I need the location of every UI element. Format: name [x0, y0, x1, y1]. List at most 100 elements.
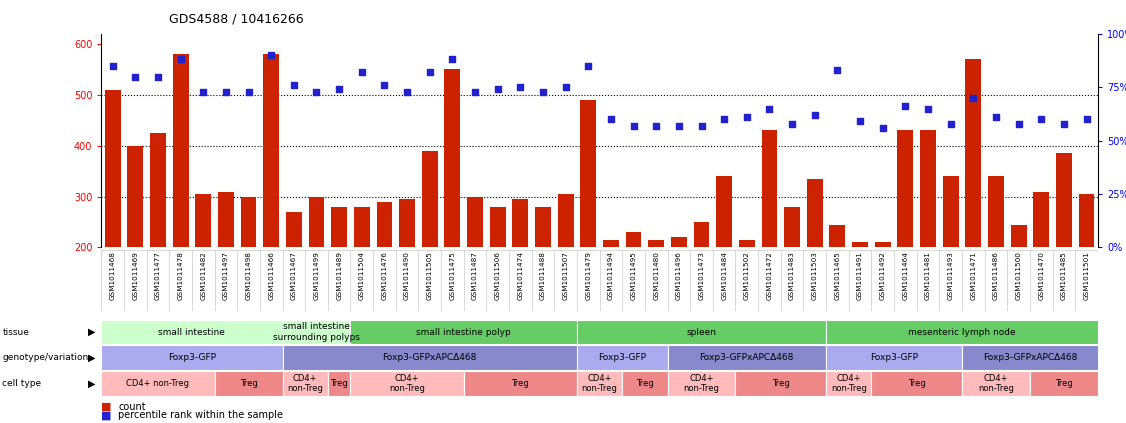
Text: cell type: cell type: [2, 379, 42, 388]
Text: GSM1011492: GSM1011492: [879, 251, 886, 299]
Point: [941, 120, 959, 127]
Bar: [761, 130, 777, 349]
Bar: [215, 371, 283, 396]
Text: CD4+
non-Treg: CD4+ non-Treg: [390, 374, 425, 393]
Text: GSM1011464: GSM1011464: [902, 251, 909, 299]
Text: GSM1011481: GSM1011481: [924, 251, 931, 299]
Text: GSM1011501: GSM1011501: [1083, 251, 1090, 299]
Text: mesenteric lymph node: mesenteric lymph node: [909, 327, 1016, 337]
Point: [1055, 120, 1073, 127]
Text: Treg: Treg: [1055, 379, 1073, 388]
Point: [1078, 116, 1096, 123]
Bar: [350, 371, 464, 396]
Text: small intestine
surrounding polyps: small intestine surrounding polyps: [274, 322, 360, 342]
Text: ▶: ▶: [88, 352, 96, 363]
Text: CD4+ non-Treg: CD4+ non-Treg: [126, 379, 189, 388]
Bar: [467, 197, 483, 349]
Bar: [826, 345, 962, 370]
Point: [1033, 116, 1051, 123]
Bar: [445, 69, 461, 349]
Text: CD4+
non-Treg: CD4+ non-Treg: [978, 374, 1013, 393]
Point: [602, 116, 620, 123]
Text: tissue: tissue: [2, 327, 29, 337]
Text: GSM1011477: GSM1011477: [155, 251, 161, 299]
Bar: [1030, 371, 1098, 396]
Text: genotype/variation: genotype/variation: [2, 353, 89, 362]
Text: Foxp3-GFPxAPCΔ468: Foxp3-GFPxAPCΔ468: [383, 353, 477, 362]
Bar: [354, 207, 369, 349]
Point: [806, 112, 824, 118]
Point: [171, 56, 189, 63]
Text: ■: ■: [101, 402, 111, 412]
Text: Treg: Treg: [772, 379, 789, 388]
Text: Foxp3-GFP: Foxp3-GFP: [870, 353, 918, 362]
Bar: [101, 371, 215, 396]
Point: [715, 116, 733, 123]
Point: [217, 88, 235, 95]
Text: Treg: Treg: [908, 379, 926, 388]
Text: GSM1011504: GSM1011504: [359, 251, 365, 299]
Text: GSM1011473: GSM1011473: [698, 251, 705, 299]
Bar: [739, 240, 754, 349]
Bar: [127, 146, 143, 349]
Bar: [464, 371, 577, 396]
Text: GSM1011503: GSM1011503: [812, 251, 817, 299]
Text: Treg: Treg: [511, 379, 529, 388]
Point: [647, 122, 665, 129]
Text: ▶: ▶: [88, 379, 96, 389]
Bar: [150, 133, 166, 349]
Point: [285, 82, 303, 88]
Text: GSM1011467: GSM1011467: [291, 251, 297, 299]
Point: [851, 118, 869, 125]
Bar: [350, 320, 577, 344]
Text: GSM1011475: GSM1011475: [449, 251, 455, 299]
Point: [692, 122, 711, 129]
Text: GSM1011505: GSM1011505: [427, 251, 432, 299]
Point: [738, 114, 756, 121]
Bar: [830, 225, 846, 349]
Point: [104, 63, 122, 69]
Bar: [807, 179, 823, 349]
Text: GSM1011476: GSM1011476: [382, 251, 387, 299]
Text: small intestine polyp: small intestine polyp: [417, 327, 511, 337]
Text: GSM1011472: GSM1011472: [767, 251, 772, 299]
Bar: [580, 100, 596, 349]
Text: CD4+
non-Treg: CD4+ non-Treg: [287, 374, 323, 393]
Bar: [557, 194, 573, 349]
Bar: [965, 59, 981, 349]
Bar: [286, 212, 302, 349]
Bar: [694, 222, 709, 349]
Point: [625, 122, 643, 129]
Text: GSM1011507: GSM1011507: [563, 251, 569, 299]
Text: Foxp3-GFP: Foxp3-GFP: [168, 353, 216, 362]
Bar: [920, 130, 936, 349]
Text: GSM1011499: GSM1011499: [313, 251, 320, 299]
Text: GSM1011497: GSM1011497: [223, 251, 229, 299]
Bar: [988, 176, 1004, 349]
Bar: [218, 192, 234, 349]
Point: [489, 86, 507, 93]
Point: [444, 56, 462, 63]
Text: Foxp3-GFPxAPCΔ468: Foxp3-GFPxAPCΔ468: [983, 353, 1078, 362]
Text: spleen: spleen: [687, 327, 716, 337]
Bar: [1011, 225, 1027, 349]
Text: GSM1011471: GSM1011471: [971, 251, 976, 299]
Bar: [962, 345, 1098, 370]
Bar: [626, 232, 642, 349]
Point: [670, 122, 688, 129]
Bar: [195, 194, 212, 349]
Bar: [649, 240, 664, 349]
Bar: [1079, 194, 1094, 349]
Bar: [399, 199, 415, 349]
Bar: [671, 237, 687, 349]
Point: [330, 86, 348, 93]
Point: [556, 84, 574, 91]
Point: [240, 88, 258, 95]
Point: [829, 67, 847, 74]
Bar: [328, 371, 350, 396]
Point: [421, 69, 439, 76]
Text: GSM1011470: GSM1011470: [1038, 251, 1044, 299]
Text: Foxp3-GFP: Foxp3-GFP: [598, 353, 646, 362]
Point: [1010, 120, 1028, 127]
Bar: [897, 130, 913, 349]
